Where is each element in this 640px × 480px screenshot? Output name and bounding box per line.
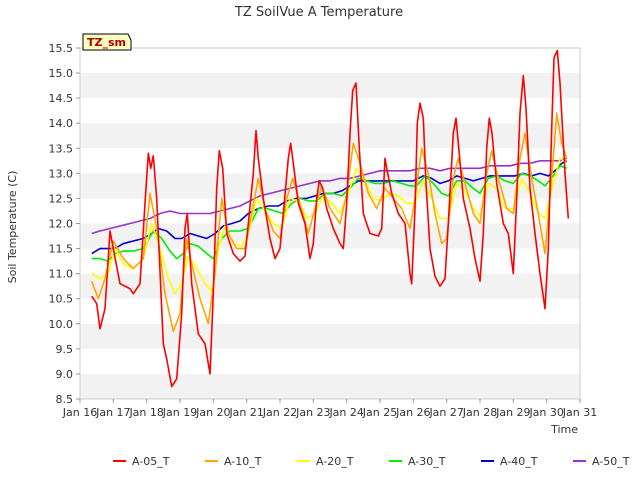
y-tick-label: 13.5	[49, 142, 74, 155]
x-tick-label: Jan 23	[295, 406, 330, 419]
series-line-a-05-t	[91, 49, 570, 388]
y-tick-label: 10.0	[49, 318, 74, 331]
grid-band	[80, 348, 580, 374]
legend: A-05_T A-10_T A-20_T A-30_T A-40_T A-50_T	[113, 455, 630, 468]
x-tick-label: Jan 21	[228, 406, 263, 419]
y-tick-label: 10.5	[49, 293, 74, 306]
chart-title: TZ SoilVue A Temperature	[234, 5, 403, 20]
y-tick-label: 12.5	[49, 192, 74, 205]
grid-band	[80, 248, 580, 274]
x-tick-label: Jan 28	[462, 406, 497, 419]
grid-band	[80, 98, 580, 124]
grid-band	[80, 123, 580, 149]
station-label-box: TZ_sm	[82, 33, 132, 51]
y-tick-label: 8.5	[56, 393, 74, 406]
y-tick-label: 12.0	[49, 218, 74, 231]
legend-label: A-20_T	[316, 455, 354, 468]
y-tick-label: 15.5	[49, 42, 74, 55]
legend-label: A-05_T	[132, 455, 170, 468]
legend-label: A-30_T	[408, 455, 446, 468]
legend-label: A-10_T	[224, 455, 262, 468]
grid-band	[80, 223, 580, 249]
grid-band	[80, 373, 580, 399]
grid-band	[80, 298, 580, 324]
x-tick-label: Jan 27	[428, 406, 463, 419]
grid-band	[80, 323, 580, 349]
series-line-a-30-t	[91, 165, 567, 262]
grid-band	[80, 48, 580, 74]
y-tick-label: 14.5	[49, 92, 74, 105]
x-tick-label: Jan 25	[362, 406, 397, 419]
series-line-a-10-t	[90, 112, 568, 333]
y-axis: 8.5 9.0 9.5 10.0 10.5 11.0 11.5 12.0 12.5 13.0 13.…	[49, 42, 80, 406]
legend-label: A-40_T	[500, 455, 538, 468]
y-tick-label: 9.0	[56, 368, 74, 381]
y-tick-label: 15.0	[49, 67, 74, 80]
y-tick-label: 11.5	[49, 243, 74, 256]
y-tick-label: 11.0	[49, 268, 74, 281]
x-tick-label: Jan 22	[262, 406, 297, 419]
series-lines	[90, 49, 570, 388]
y-tick-label: 9.5	[56, 343, 74, 356]
x-tick-label: Jan 20	[195, 406, 230, 419]
legend-label: A-50_T	[592, 455, 630, 468]
x-tick-label: Jan 26	[395, 406, 430, 419]
grid-band	[80, 73, 580, 99]
x-tick-label: Jan 24	[328, 406, 363, 419]
y-tick-label: 13.0	[49, 167, 74, 180]
x-tick-label: Jan 29	[495, 406, 530, 419]
x-tick-label: Jan 31	[562, 406, 597, 419]
x-axis-label: Time	[550, 423, 578, 436]
x-tick-label: Jan 19	[162, 406, 197, 419]
x-tick-label: Jan 17	[95, 406, 130, 419]
x-tick-label: Jan 30	[528, 406, 563, 419]
series-line-a-50-t	[91, 157, 567, 235]
x-tick-label: Jan 18	[128, 406, 163, 419]
station-label: TZ_sm	[87, 36, 126, 49]
grid-band	[80, 273, 580, 299]
y-tick-label: 14.0	[49, 117, 74, 130]
y-axis-label: Soil Temperature (C)	[6, 171, 19, 284]
x-tick-label: Jan 16	[62, 406, 97, 419]
